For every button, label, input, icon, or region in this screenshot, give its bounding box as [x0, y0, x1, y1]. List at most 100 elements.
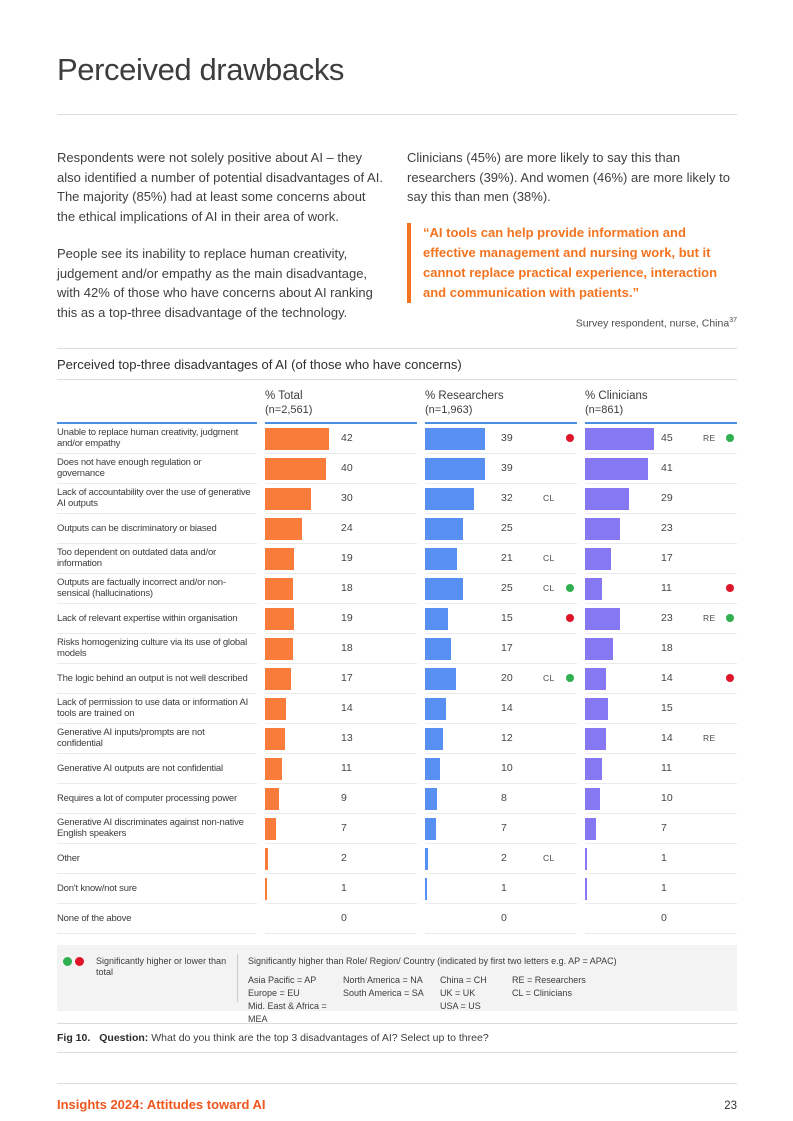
chart-header-researchers: % Researchers (n=1,963) [425, 381, 577, 424]
total-cell: 7 [265, 814, 417, 844]
total-cell: 13 [265, 724, 417, 754]
total-bar [265, 607, 294, 630]
researchers-cell: 15 [425, 604, 577, 634]
researchers-cell: 10 [425, 754, 577, 784]
report-title: Insights 2024: Attitudes toward AI [57, 1096, 266, 1112]
clinicians-bar [585, 667, 606, 690]
total-bar [265, 547, 294, 570]
researchers-bar [425, 637, 451, 660]
total-cell: 24 [265, 514, 417, 544]
row-label: Unable to replace human creativity, judg… [57, 424, 257, 454]
researchers-value: 39 [501, 432, 513, 444]
total-bar [265, 727, 285, 750]
series-name-clinicians: % Clinicians [585, 389, 648, 402]
researchers-value: 10 [501, 762, 513, 774]
chart-rows: Unable to replace human creativity, judg… [57, 424, 737, 934]
chart-row: None of the above 0 0 0 [57, 904, 737, 934]
total-value: 1 [341, 882, 347, 894]
clinicians-value: 14 [661, 732, 673, 744]
page-content: Perceived drawbacks Respondents were not… [57, 0, 737, 1112]
quote-attribution-text: Survey respondent, nurse, China [575, 317, 730, 329]
legend-abbrev-column: China = CH UK = UK USA = US [440, 974, 512, 1026]
marker-label: CL [543, 673, 555, 683]
row-label: Other [57, 844, 257, 874]
total-bar [265, 667, 291, 690]
chart-row: Don't know/not sure 1 1 1 [57, 874, 737, 904]
chart-row: Risks homogenizing culture via its use o… [57, 634, 737, 664]
total-cell: 9 [265, 784, 417, 814]
clinicians-cell: 15 [585, 694, 737, 724]
legend-abbreviations-section: Significantly higher than Role/ Region/ … [238, 954, 737, 1024]
row-label: Does not have enough regulation or gover… [57, 454, 257, 484]
page-title: Perceived drawbacks [57, 52, 345, 87]
significance-dot-icon [566, 674, 574, 682]
green-dot-icon [63, 956, 72, 966]
researchers-bar [425, 577, 463, 600]
total-cell: 19 [265, 544, 417, 574]
total-value: 42 [341, 432, 353, 444]
total-bar [265, 787, 279, 810]
total-bar [265, 487, 311, 510]
researchers-value: 25 [501, 522, 513, 534]
researchers-value: 14 [501, 702, 513, 714]
chart-title-divider [57, 378, 737, 380]
total-cell: 42 [265, 424, 417, 454]
legend-note: Significantly higher than Role/ Region/ … [248, 955, 617, 966]
researchers-cell: 8 [425, 784, 577, 814]
chart-row: Lack of relevant expertise within organi… [57, 604, 737, 634]
legend-abbrev-column: RE = Researchers CL = Clinicians [512, 974, 586, 1026]
chart-row: Generative AI inputs/prompts are not con… [57, 724, 737, 754]
legend-abbrev-item: Mid. East & Africa = MEA [248, 1000, 327, 1024]
series-name-total: % Total [265, 389, 303, 402]
row-label: Generative AI outputs are not confidenti… [57, 754, 257, 784]
clinicians-cell: 23 [585, 514, 737, 544]
total-bar [265, 457, 326, 480]
total-cell: 18 [265, 634, 417, 664]
total-value: 18 [341, 582, 353, 594]
total-value: 24 [341, 522, 353, 534]
series-n-total: (n=2,561) [265, 403, 313, 416]
chart-header: % Total (n=2,561) % Researchers (n=1,963… [57, 381, 737, 424]
total-cell: 40 [265, 454, 417, 484]
total-value: 19 [341, 612, 353, 624]
chart-header-clinicians: % Clinicians (n=861) [585, 381, 737, 424]
clinicians-bar [585, 607, 620, 630]
clinicians-bar [585, 487, 629, 510]
clinicians-cell: 17 [585, 544, 737, 574]
chart-row: Requires a lot of computer processing po… [57, 784, 737, 814]
legend-abbrev-item: CL = Clinicians [512, 987, 572, 998]
researchers-bar [425, 877, 427, 900]
question-label: Question: [99, 1031, 149, 1044]
researchers-cell: 39 [425, 424, 577, 454]
clinicians-bar [585, 727, 606, 750]
marker-label: CL [543, 553, 555, 563]
clinicians-value: 14 [661, 672, 673, 684]
legend-significance-label: Significantly higher or lower than total [96, 955, 227, 977]
researchers-cell: 17 [425, 634, 577, 664]
caption-bottom-divider [57, 1051, 737, 1053]
row-label: Requires a lot of computer processing po… [57, 784, 257, 814]
clinicians-value: 7 [661, 822, 667, 834]
total-cell: 2 [265, 844, 417, 874]
researchers-value: 7 [501, 822, 507, 834]
researchers-bar [425, 757, 440, 780]
intro-paragraph-2: People see its inability to replace huma… [57, 246, 373, 320]
clinicians-value: 45 [661, 432, 673, 444]
clinicians-cell: 29 [585, 484, 737, 514]
chart-row: Lack of permission to use data or inform… [57, 694, 737, 724]
researchers-bar [425, 817, 436, 840]
chart-row: Generative AI discriminates against non-… [57, 814, 737, 844]
clinicians-value: 17 [661, 552, 673, 564]
marker-label: RE [703, 433, 716, 443]
significance-dot-icon [566, 614, 574, 622]
total-bar [265, 577, 293, 600]
researchers-value: 32 [501, 492, 513, 504]
total-bar [265, 427, 329, 450]
clinicians-bar [585, 577, 602, 600]
total-value: 2 [341, 852, 347, 864]
researchers-bar [425, 787, 437, 810]
researchers-cell: 2 CL [425, 844, 577, 874]
researchers-bar [425, 487, 474, 510]
pull-quote: “AI tools can help provide information a… [407, 222, 737, 303]
clinicians-bar [585, 847, 587, 870]
